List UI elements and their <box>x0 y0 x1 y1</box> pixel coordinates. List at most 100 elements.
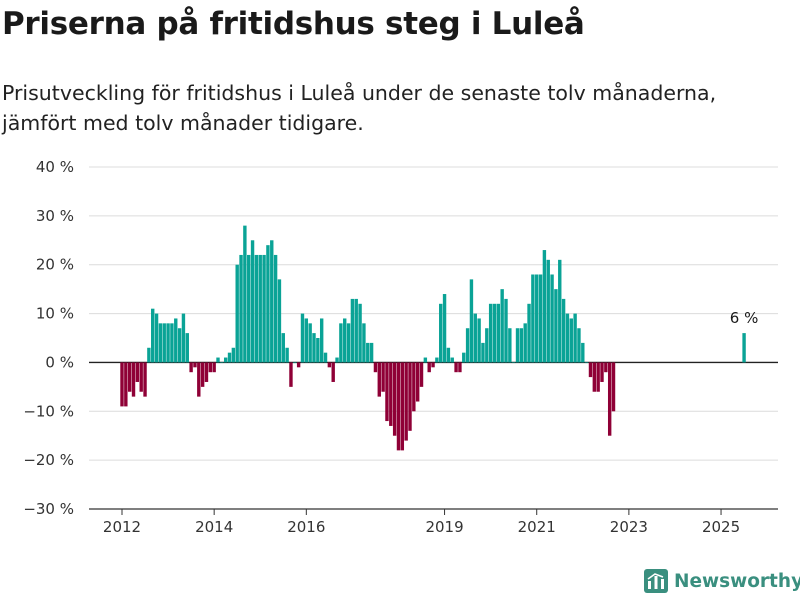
bar[interactable] <box>208 362 213 373</box>
bar[interactable] <box>308 323 312 363</box>
bar[interactable] <box>158 323 163 363</box>
bar[interactable] <box>523 323 527 363</box>
bar[interactable] <box>250 240 255 363</box>
bar[interactable] <box>415 362 420 402</box>
bar[interactable] <box>120 362 124 407</box>
bar[interactable] <box>531 274 535 363</box>
bar[interactable] <box>592 362 597 392</box>
bar[interactable] <box>458 362 462 373</box>
bar[interactable] <box>573 313 577 363</box>
bar[interactable] <box>588 362 593 378</box>
bar[interactable] <box>319 318 324 363</box>
bar[interactable] <box>358 303 362 363</box>
bar[interactable] <box>204 362 209 382</box>
bar[interactable] <box>270 240 274 363</box>
bar[interactable] <box>312 333 316 363</box>
bar[interactable] <box>327 362 332 368</box>
bar[interactable] <box>285 347 289 363</box>
bar[interactable] <box>127 362 132 392</box>
bar[interactable] <box>304 318 309 363</box>
bar[interactable] <box>423 357 428 363</box>
bar[interactable] <box>131 362 136 397</box>
bar[interactable] <box>235 264 239 363</box>
bar[interactable] <box>243 225 247 363</box>
bar[interactable] <box>216 357 220 363</box>
bar[interactable] <box>362 323 366 363</box>
bar[interactable] <box>354 298 358 363</box>
bar[interactable] <box>170 323 174 363</box>
bar[interactable] <box>247 254 251 363</box>
bar[interactable] <box>465 328 470 363</box>
bar[interactable] <box>185 333 189 363</box>
bar[interactable] <box>408 362 412 431</box>
bar[interactable] <box>377 362 381 397</box>
bar[interactable] <box>611 362 616 412</box>
bar[interactable] <box>554 289 558 363</box>
bar[interactable] <box>400 362 405 451</box>
bar[interactable] <box>124 362 128 407</box>
bar[interactable] <box>135 362 140 382</box>
bar[interactable] <box>281 333 285 363</box>
bar[interactable] <box>604 362 608 373</box>
bar[interactable] <box>339 323 343 363</box>
bar[interactable] <box>435 357 439 363</box>
bar[interactable] <box>223 357 228 363</box>
bar[interactable] <box>535 274 539 363</box>
bar[interactable] <box>381 362 385 392</box>
bar[interactable] <box>151 308 155 363</box>
bar[interactable] <box>550 274 554 363</box>
bar[interactable] <box>584 362 589 364</box>
bar[interactable] <box>454 362 458 373</box>
bar[interactable] <box>558 259 562 363</box>
bar[interactable] <box>469 279 474 363</box>
bar[interactable] <box>538 274 543 363</box>
bar[interactable] <box>293 362 297 364</box>
bar[interactable] <box>596 362 600 392</box>
bar[interactable] <box>427 362 431 373</box>
bar[interactable] <box>254 254 259 363</box>
bar[interactable] <box>231 347 236 363</box>
bar[interactable] <box>519 328 524 363</box>
bar[interactable] <box>143 362 147 397</box>
bar[interactable] <box>200 362 205 387</box>
bar[interactable] <box>385 362 389 422</box>
bar[interactable] <box>273 254 278 363</box>
bar[interactable] <box>258 254 262 363</box>
bar[interactable] <box>139 362 143 392</box>
bar[interactable] <box>181 313 186 363</box>
bar[interactable] <box>446 347 451 363</box>
bar[interactable] <box>189 362 193 373</box>
bar[interactable] <box>266 245 270 363</box>
bar[interactable] <box>277 279 282 363</box>
bar[interactable] <box>346 323 351 363</box>
bar[interactable] <box>569 318 573 363</box>
bar[interactable] <box>488 303 493 363</box>
bar[interactable] <box>147 347 151 363</box>
bar[interactable] <box>392 362 397 436</box>
bar[interactable] <box>485 328 489 363</box>
bar[interactable] <box>577 328 581 363</box>
bar[interactable] <box>412 362 416 412</box>
bar[interactable] <box>193 362 197 368</box>
bar[interactable] <box>331 362 335 382</box>
bar[interactable] <box>316 338 320 363</box>
bar[interactable] <box>335 357 339 363</box>
bar[interactable] <box>511 362 516 364</box>
bar[interactable] <box>439 303 443 363</box>
bar[interactable] <box>496 303 501 363</box>
bar[interactable] <box>166 323 170 363</box>
bar[interactable] <box>323 352 328 363</box>
bar[interactable] <box>508 328 512 363</box>
bar[interactable] <box>174 318 178 363</box>
bar[interactable] <box>462 352 466 363</box>
bar[interactable] <box>492 303 497 363</box>
bar[interactable] <box>504 298 508 363</box>
bar[interactable] <box>565 313 570 363</box>
bar[interactable] <box>300 313 305 363</box>
bar[interactable] <box>419 362 424 387</box>
bar[interactable] <box>177 328 182 363</box>
bar[interactable] <box>162 323 166 363</box>
bar[interactable] <box>366 342 370 363</box>
bar[interactable] <box>227 352 232 363</box>
bar[interactable] <box>500 289 504 363</box>
